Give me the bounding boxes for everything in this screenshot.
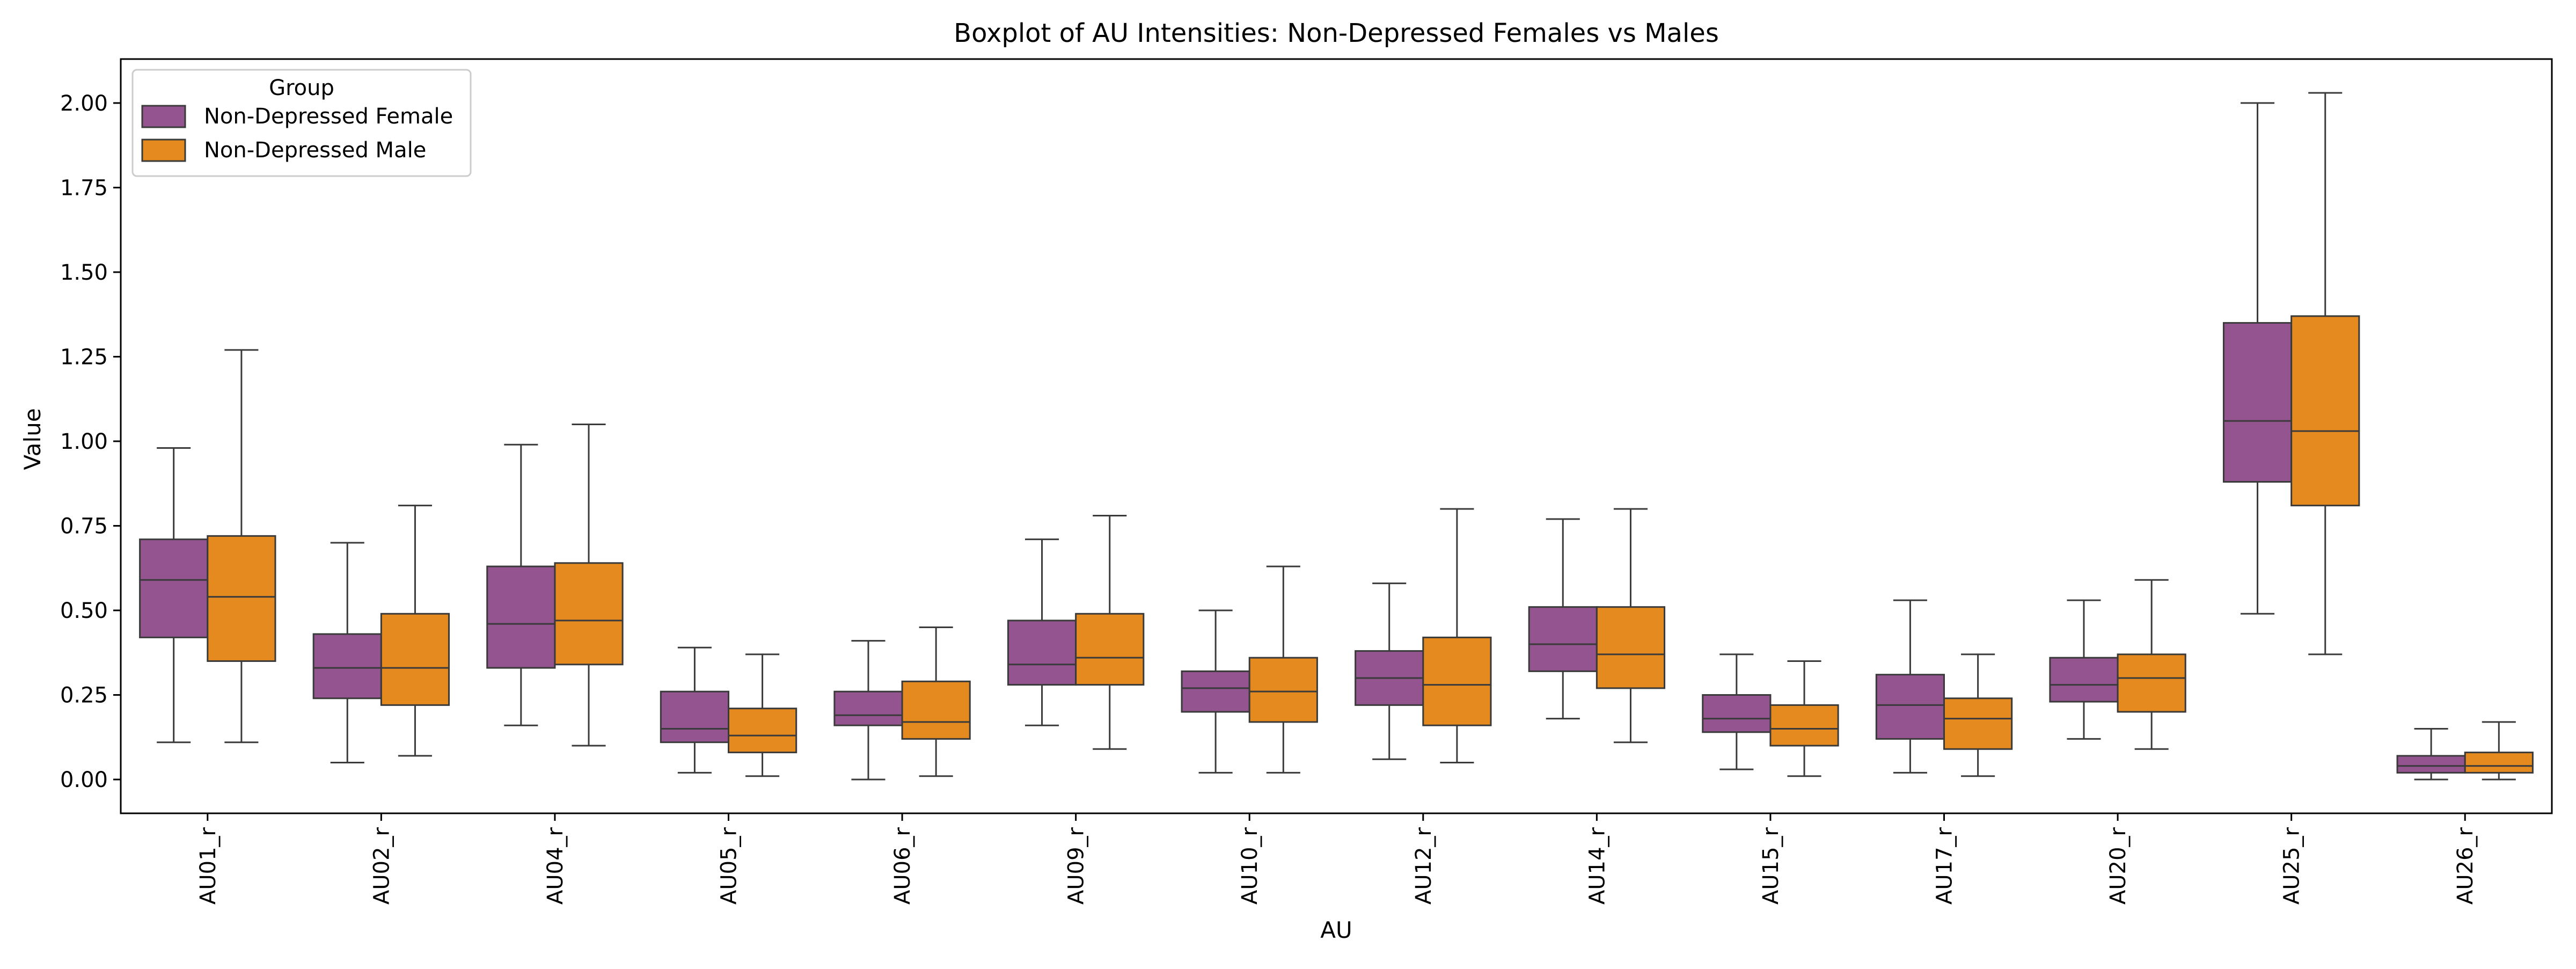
- legend-swatch: [141, 139, 186, 162]
- legend-frame: [131, 69, 472, 177]
- y-axis: 0.00 0.25 0.50 0.75 1.00 1.25 1.50 1.75 2.00: [60, 91, 121, 792]
- box-AU06_r-male: [901, 626, 971, 777]
- box-AU02_r-female: [312, 542, 382, 763]
- box-AU25_r-female: [2222, 102, 2293, 615]
- y-tick-label: 0.25: [60, 683, 108, 708]
- box-AU25_r-male: [2290, 92, 2360, 655]
- iqr-box: [660, 690, 729, 744]
- box-AU09_r-male: [1075, 515, 1145, 750]
- plot-area: [139, 92, 2534, 781]
- y-tick-label: 0.00: [60, 768, 108, 792]
- box-AU12_r-male: [1422, 508, 1492, 763]
- iqr-box: [901, 680, 971, 740]
- iqr-box: [2464, 752, 2534, 774]
- iqr-box: [1007, 620, 1077, 686]
- x-axis: AU01_r AU02_r AU04_r AU05_r AU06_r AU09_r AU10…: [196, 813, 2478, 905]
- box-AU14_r-male: [1596, 508, 1666, 744]
- y-tick-label: 2.00: [60, 91, 108, 116]
- x-tick-label: AU10_r: [1238, 827, 1262, 905]
- iqr-box: [1248, 657, 1318, 723]
- box-AU05_r-male: [728, 653, 797, 777]
- box-AU10_r-female: [1181, 609, 1250, 774]
- box-AU26_r-female: [2396, 727, 2466, 781]
- x-tick-label: AU12_r: [1411, 827, 1436, 905]
- iqr-box: [1943, 697, 2013, 750]
- y-tick-label: 1.25: [60, 345, 108, 369]
- box-AU02_r-male: [380, 505, 450, 757]
- x-tick-label: AU01_r: [196, 827, 221, 905]
- box-AU01_r-female: [139, 447, 209, 744]
- iqr-box: [554, 562, 624, 666]
- box-AU01_r-male: [207, 349, 276, 744]
- box-AU04_r-female: [486, 443, 556, 726]
- x-tick-label: AU15_r: [1759, 827, 1783, 905]
- iqr-box: [1075, 613, 1145, 686]
- iqr-box: [1875, 674, 1945, 740]
- iqr-box: [1422, 636, 1492, 726]
- legend-label: Non-Depressed Female: [204, 104, 453, 129]
- box-AU05_r-female: [660, 646, 729, 774]
- box-AU15_r-female: [1702, 653, 1772, 770]
- iqr-box: [833, 690, 903, 726]
- box-AU04_r-male: [554, 423, 624, 747]
- iqr-box: [312, 633, 382, 700]
- x-tick-label: AU14_r: [1585, 827, 1609, 905]
- box-AU17_r-male: [1943, 653, 2013, 777]
- box-AU06_r-female: [833, 640, 903, 781]
- iqr-box: [2117, 653, 2186, 713]
- y-axis-label: Value: [19, 408, 46, 470]
- legend-label: Non-Depressed Male: [204, 138, 426, 163]
- iqr-box: [380, 613, 450, 706]
- x-tick-label: AU26_r: [2453, 827, 2478, 905]
- x-axis-label: AU: [1320, 917, 1352, 943]
- chart-title: Boxplot of AU Intensities: Non-Depressed…: [954, 18, 1719, 48]
- x-tick-label: AU02_r: [369, 827, 394, 905]
- x-tick-label: AU04_r: [543, 827, 568, 905]
- iqr-box: [207, 535, 276, 662]
- plot-frame: [120, 58, 2553, 814]
- box-AU15_r-male: [1769, 660, 1839, 777]
- legend-entries: Non-Depressed Female Non-Depressed Male: [141, 104, 453, 163]
- x-tick-label: AU20_r: [2106, 827, 2131, 905]
- iqr-box: [2290, 315, 2360, 507]
- box-AU10_r-male: [1248, 565, 1318, 774]
- x-tick-label: AU17_r: [1933, 827, 1957, 905]
- legend-title: Group: [269, 76, 334, 100]
- box-AU14_r-female: [1528, 518, 1598, 720]
- y-tick-label: 1.50: [60, 260, 108, 285]
- y-tick-label: 0.50: [60, 599, 108, 623]
- iqr-box: [1596, 606, 1666, 689]
- legend: Group Non-Depressed FemaleNon-Depressed …: [131, 69, 472, 177]
- iqr-box: [1181, 670, 1250, 713]
- x-tick-label: AU25_r: [2280, 827, 2304, 905]
- box-AU17_r-female: [1875, 599, 1945, 774]
- iqr-box: [486, 565, 556, 669]
- y-tick-label: 0.75: [60, 514, 108, 538]
- iqr-box: [1528, 606, 1598, 672]
- x-tick-label: AU06_r: [890, 827, 915, 905]
- x-tick-label: AU05_r: [717, 827, 742, 905]
- box-AU12_r-female: [1355, 582, 1424, 760]
- y-tick-label: 1.75: [60, 176, 108, 200]
- box-AU20_r-male: [2117, 579, 2186, 750]
- legend-swatch: [141, 105, 186, 128]
- box-AU26_r-male: [2464, 721, 2534, 781]
- iqr-box: [139, 538, 209, 638]
- iqr-box: [2396, 755, 2466, 774]
- iqr-box: [2222, 322, 2293, 483]
- iqr-box: [1769, 704, 1839, 747]
- iqr-box: [728, 708, 797, 754]
- box-AU09_r-female: [1007, 538, 1077, 726]
- y-tick-label: 1.00: [60, 429, 108, 454]
- iqr-box: [1702, 694, 1772, 733]
- box-AU20_r-female: [2049, 599, 2119, 740]
- x-tick-label: AU09_r: [1064, 827, 1089, 905]
- iqr-box: [2049, 657, 2119, 703]
